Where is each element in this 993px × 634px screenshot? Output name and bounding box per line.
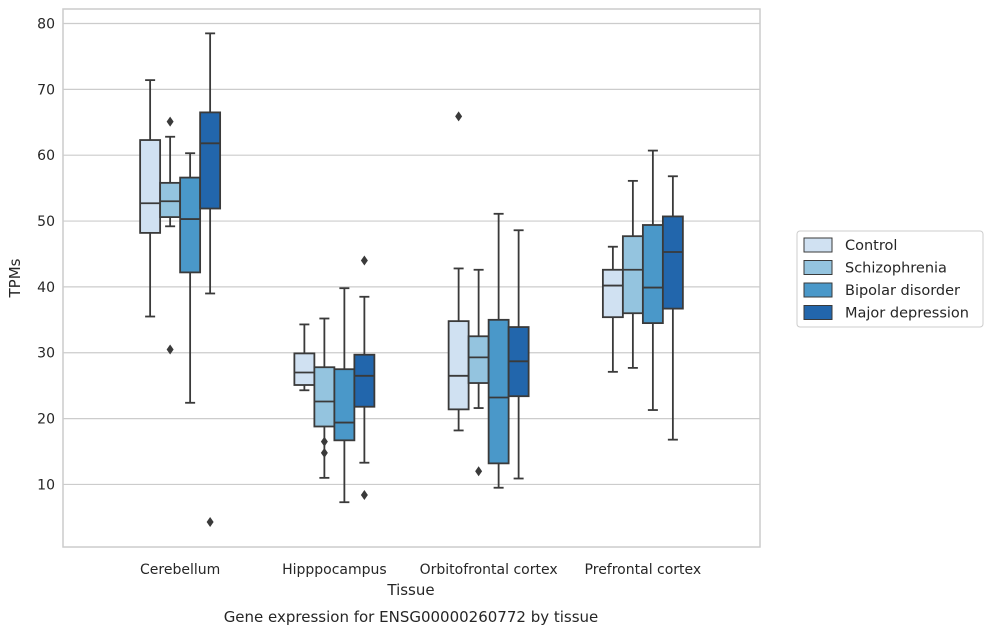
outlier-point	[166, 344, 174, 355]
legend: Control Schizophrenia Bipolar disorder Majo…	[796, 230, 984, 328]
x-tick-label: Cerebellum	[140, 562, 220, 578]
legend-frame	[796, 230, 984, 328]
plot-frame	[62, 8, 761, 548]
box-major-depression	[353, 255, 376, 500]
x-tick-label: Prefrontal cortex	[585, 562, 702, 578]
outlier-point	[360, 489, 368, 500]
box-schizophrenia	[313, 317, 336, 479]
box-control	[139, 79, 162, 318]
box-body	[313, 366, 336, 428]
legend-swatch	[803, 260, 833, 275]
box-schizophrenia	[467, 268, 490, 477]
box-body	[139, 139, 162, 234]
y-tick-label: 30	[37, 346, 55, 362]
box-body	[179, 176, 202, 274]
box-body	[661, 215, 684, 310]
y-axis-label: TPMs	[6, 258, 24, 298]
legend-swatch	[803, 282, 833, 298]
outlier-point	[206, 516, 214, 527]
y-tick-label: 40	[37, 280, 55, 296]
box-bipolar-disorder	[487, 212, 510, 489]
box-series-group	[139, 32, 684, 527]
box-control	[293, 323, 316, 392]
x-tick-labels: Cerebellum Hipppocampus Orbitofrontal cort…	[140, 562, 701, 578]
box-control	[447, 111, 470, 432]
outlier-point	[320, 447, 328, 458]
legend-label: Schizophrenia	[845, 261, 947, 277]
outlier-point	[360, 255, 368, 266]
chart-caption: Gene expression for ENSG00000260772 by t…	[224, 608, 599, 626]
legend-label: Major depression	[845, 306, 969, 322]
box-body	[353, 353, 376, 408]
box-bipolar-disorder	[333, 287, 356, 504]
outlier-point	[320, 436, 328, 447]
outlier-point	[475, 466, 483, 477]
box-major-depression	[507, 229, 530, 480]
y-tick-labels: 10 20 30 40 50 60 70 80	[37, 16, 55, 493]
y-tick-label: 10	[37, 477, 55, 493]
x-tick-label: Orbitofrontal cortex	[420, 562, 558, 578]
box-bipolar-disorder	[641, 149, 664, 411]
box-body	[467, 335, 490, 384]
x-axis-label: Tissue	[386, 581, 434, 599]
box-body	[293, 352, 316, 386]
y-tick-label: 70	[37, 82, 55, 98]
box-major-depression	[199, 32, 222, 527]
y-tick-label: 80	[37, 16, 55, 32]
box-body	[159, 181, 182, 218]
legend-label: Bipolar disorder	[845, 283, 960, 299]
box-control	[601, 245, 624, 373]
box-bipolar-disorder	[179, 152, 202, 404]
legend-label: Control	[845, 238, 897, 254]
box-body	[199, 111, 222, 210]
box-major-depression	[661, 175, 684, 441]
y-tick-label: 20	[37, 412, 55, 428]
legend-swatch	[803, 237, 833, 253]
outlier-point	[166, 116, 174, 127]
box-schizophrenia	[159, 116, 182, 355]
box-body	[447, 320, 470, 411]
box-body	[621, 235, 644, 315]
box-body	[487, 318, 510, 465]
box-body	[601, 268, 624, 319]
box-schizophrenia	[621, 179, 644, 369]
y-tick-label: 50	[37, 214, 55, 230]
x-tick-label: Hipppocampus	[282, 562, 387, 578]
box-body	[333, 368, 356, 442]
box-body	[641, 224, 664, 325]
legend-swatch	[803, 305, 833, 320]
y-tick-label: 60	[37, 148, 55, 164]
grid-lines	[63, 22, 760, 486]
outlier-point	[455, 111, 463, 122]
